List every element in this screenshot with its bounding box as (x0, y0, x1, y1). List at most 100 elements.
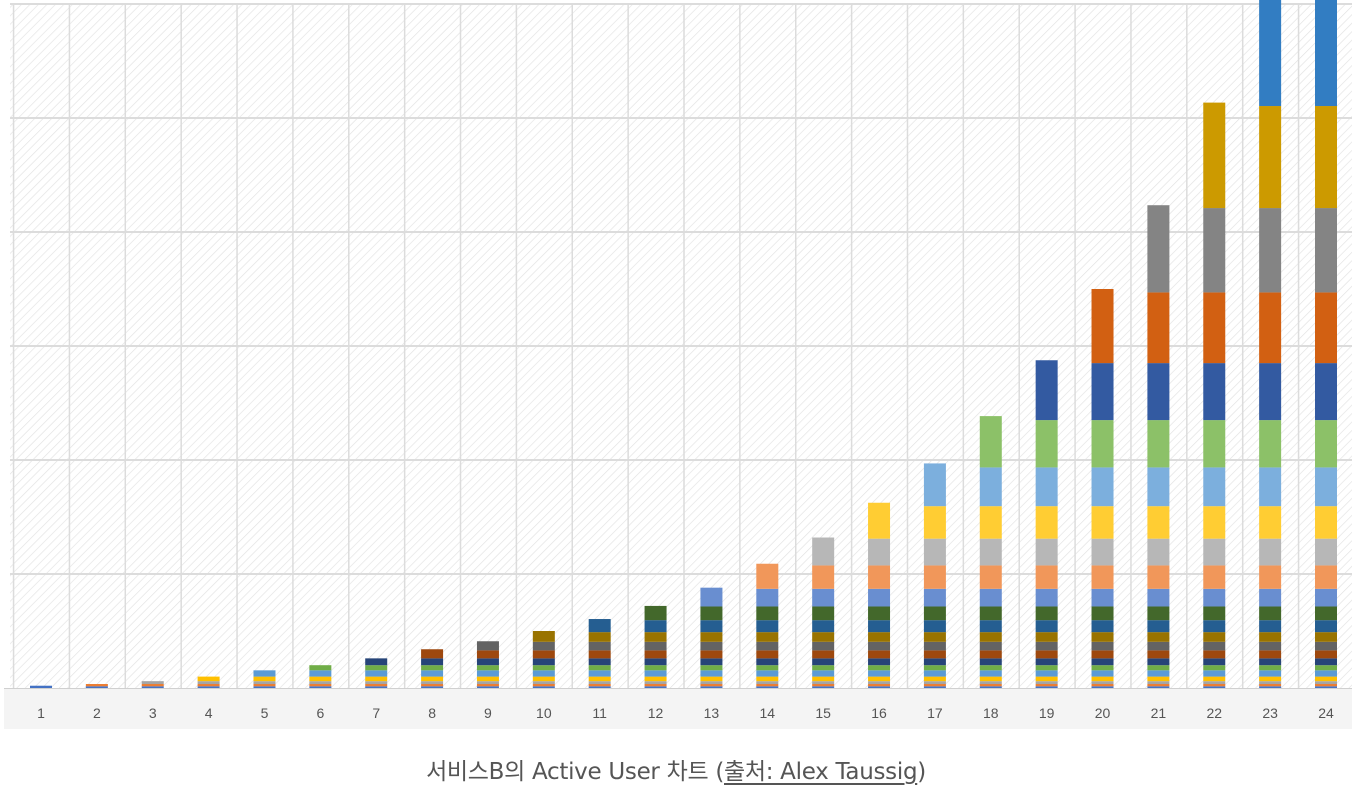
bar-segment-cohort-2 (1035, 684, 1058, 687)
bar-segment-cohort-3 (197, 681, 220, 685)
bar-segment-cohort-7 (421, 658, 444, 666)
bar-segment-cohort-19 (1147, 363, 1170, 421)
chart-canvas: 1 2 3 4 5 6 7 8 9 10 11 12 13 14 15 16 17 18 19 20 21 22 23 24 (4, 0, 1352, 729)
bar-segment-cohort-11 (700, 620, 723, 633)
bar-segment-cohort-3 (1259, 681, 1282, 685)
bar-segment-cohort-12 (923, 606, 946, 621)
bar-segment-cohort-10 (644, 632, 667, 642)
bar-segment-cohort-2 (197, 684, 220, 687)
bar-segment-cohort-2 (141, 684, 164, 687)
bar-segment-cohort-8 (979, 650, 1002, 659)
bar-segment-cohort-9 (868, 641, 891, 651)
x-tick-labels: 1 2 3 4 5 6 7 8 9 10 11 12 13 14 15 16 17 18 19 20 21 22 23 24 (37, 705, 1334, 721)
bar-segment-cohort-18 (1259, 420, 1282, 468)
stacked-bar-12 (644, 605, 667, 688)
stacked-bar-24 (1315, 0, 1337, 688)
bar-segment-cohort-14 (812, 565, 835, 589)
bar-segment-cohort-4 (868, 676, 891, 682)
bar-segment-cohort-7 (923, 658, 946, 666)
bar-segment-cohort-1 (309, 686, 332, 688)
bar-segment-cohort-18 (1203, 420, 1226, 468)
bar-segment-cohort-6 (1259, 665, 1282, 671)
bar-segment-cohort-14 (923, 565, 946, 589)
bar-segment-cohort-1 (1203, 686, 1226, 688)
bar-segment-cohort-17 (1259, 467, 1282, 507)
stacked-bar-10 (532, 631, 555, 688)
bar-segment-cohort-21 (1259, 208, 1282, 293)
bars (30, 0, 1337, 688)
x-tick-label: 11 (592, 705, 607, 721)
bar-segment-cohort-7 (1203, 658, 1226, 666)
bar-segment-cohort-4 (1091, 676, 1114, 682)
bar-segment-cohort-17 (1091, 467, 1114, 507)
bar-segment-cohort-1 (85, 686, 108, 688)
bar-segment-cohort-6 (532, 665, 555, 671)
bar-segment-cohort-6 (812, 665, 835, 671)
bar-segment-cohort-11 (1091, 620, 1114, 633)
bar-segment-cohort-6 (700, 665, 723, 671)
bar-segment-cohort-18 (979, 416, 1002, 468)
bar-segment-cohort-13 (1035, 588, 1058, 607)
bar-segment-cohort-15 (1259, 538, 1282, 566)
bar-segment-cohort-16 (1091, 506, 1114, 539)
bar-segment-cohort-4 (532, 676, 555, 682)
stacked-bar-chart: 1 2 3 4 5 6 7 8 9 10 11 12 13 14 15 16 17 18 19 20 21 22 23 24 (4, 0, 1352, 729)
bar-segment-cohort-7 (1035, 658, 1058, 666)
bar-segment-cohort-7 (1315, 658, 1337, 666)
bar-segment-cohort-1 (1315, 686, 1337, 688)
bar-segment-cohort-2 (923, 684, 946, 687)
stacked-bar-2 (85, 684, 108, 688)
bar-segment-cohort-13 (756, 588, 779, 607)
bar-segment-cohort-2 (309, 684, 332, 687)
bar-segment-cohort-3 (1315, 681, 1337, 685)
bar-segment-cohort-17 (1203, 467, 1226, 507)
bar-segment-cohort-4 (309, 676, 332, 682)
bar-segment-cohort-6 (868, 665, 891, 671)
source-link[interactable]: 출처: Alex Taussig (724, 759, 918, 785)
bar-segment-cohort-3 (1147, 681, 1170, 685)
bar-segment-cohort-4 (1035, 676, 1058, 682)
bar-segment-cohort-13 (812, 588, 835, 607)
x-tick-label: 23 (1262, 705, 1278, 721)
bar-segment-cohort-4 (253, 676, 276, 682)
x-tick-label: 14 (760, 705, 776, 721)
bar-segment-cohort-10 (1259, 632, 1282, 642)
bar-segment-cohort-12 (756, 606, 779, 621)
bar-segment-cohort-3 (700, 681, 723, 685)
bar-segment-cohort-15 (1147, 538, 1170, 566)
bar-segment-cohort-5 (588, 670, 611, 677)
bar-segment-cohort-10 (1091, 632, 1114, 642)
bar-segment-cohort-5 (1147, 670, 1170, 677)
bar-segment-cohort-2 (1203, 684, 1226, 687)
bar-segment-cohort-12 (1203, 606, 1226, 621)
bar-segment-cohort-16 (1203, 506, 1226, 539)
bar-segment-cohort-4 (1259, 676, 1282, 682)
bar-segment-cohort-12 (1315, 606, 1337, 621)
bar-segment-cohort-7 (532, 658, 555, 666)
stacked-bar-22 (1203, 102, 1226, 688)
stacked-bar-14 (756, 563, 779, 688)
bar-segment-cohort-19 (1091, 363, 1114, 421)
bar-segment-cohort-11 (923, 620, 946, 633)
bar-segment-cohort-10 (979, 632, 1002, 642)
bar-segment-cohort-11 (1259, 620, 1282, 633)
bar-segment-cohort-14 (868, 565, 891, 589)
x-tick-label: 22 (1206, 705, 1222, 721)
bar-segment-cohort-8 (1035, 650, 1058, 659)
bar-segment-cohort-20 (1203, 292, 1226, 364)
bar-segment-cohort-5 (868, 670, 891, 677)
bar-segment-cohort-9 (1315, 641, 1337, 651)
bar-segment-cohort-3 (979, 681, 1002, 685)
bar-segment-cohort-2 (532, 684, 555, 687)
bar-segment-cohort-11 (1203, 620, 1226, 633)
bar-segment-cohort-9 (756, 641, 779, 651)
bar-segment-cohort-17 (1147, 467, 1170, 507)
bar-segment-cohort-4 (1203, 676, 1226, 682)
bar-segment-cohort-1 (1091, 686, 1114, 688)
bar-segment-cohort-16 (1035, 506, 1058, 539)
bar-segment-cohort-2 (421, 684, 444, 687)
bar-segment-cohort-1 (532, 686, 555, 688)
caption-suffix: ) (917, 759, 926, 785)
x-tick-label: 18 (983, 705, 999, 721)
bar-segment-cohort-4 (421, 676, 444, 682)
